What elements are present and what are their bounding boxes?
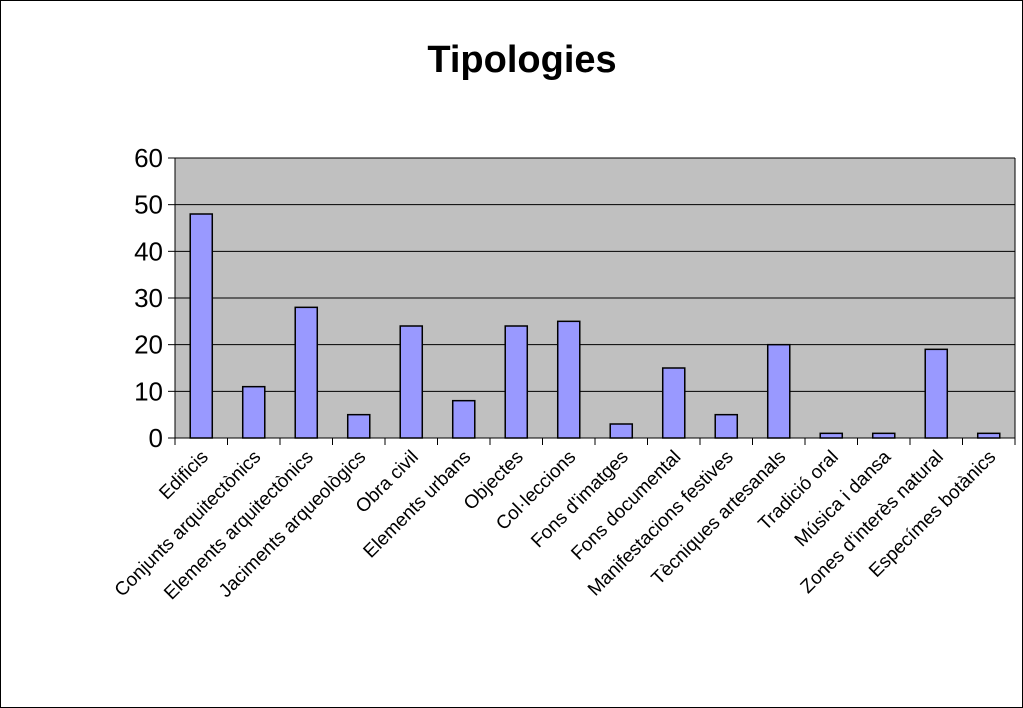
bars bbox=[189, 213, 1001, 439]
bar bbox=[819, 432, 844, 439]
y-tick-label: 10 bbox=[134, 376, 163, 406]
bar bbox=[766, 343, 791, 439]
y-tick-label: 50 bbox=[134, 190, 163, 220]
bar bbox=[556, 320, 581, 439]
bar bbox=[241, 385, 266, 439]
bar bbox=[871, 432, 896, 439]
bar bbox=[451, 399, 476, 439]
bar bbox=[399, 325, 424, 439]
bar bbox=[504, 325, 529, 439]
bar bbox=[924, 348, 949, 439]
bar bbox=[189, 213, 214, 439]
bar bbox=[346, 413, 371, 439]
y-tick-label: 20 bbox=[134, 330, 163, 360]
bar bbox=[609, 423, 634, 439]
bar bbox=[661, 367, 686, 439]
y-tick-label: 30 bbox=[134, 283, 163, 313]
y-tick-label: 40 bbox=[134, 236, 163, 266]
axes bbox=[168, 157, 1016, 445]
chart-title: Tipologies bbox=[427, 39, 616, 81]
y-tick-labels: 0 10 20 30 40 50 60 bbox=[134, 143, 163, 453]
y-tick-label: 0 bbox=[149, 423, 163, 453]
bar bbox=[294, 306, 319, 439]
bar bbox=[714, 413, 739, 439]
bar bbox=[976, 432, 1001, 439]
y-tick-label: 60 bbox=[134, 143, 163, 173]
